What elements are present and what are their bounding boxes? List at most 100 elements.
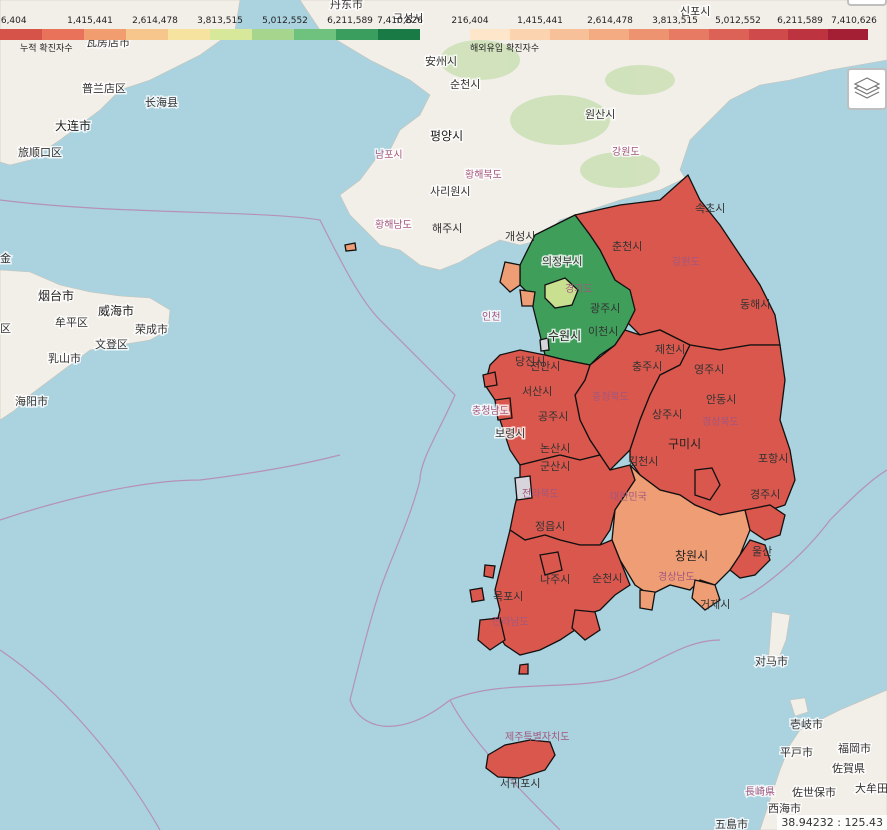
- map-label: 长海县: [145, 95, 178, 109]
- legend-tick: 216,404: [451, 16, 489, 26]
- map-label: 개성시: [505, 230, 535, 243]
- region-gray[interactable]: [514, 475, 533, 501]
- map-label: 安州시: [425, 54, 457, 68]
- map-label: 普兰店区: [82, 81, 126, 95]
- map-label: 이천시: [588, 324, 618, 338]
- legend-tick: 3,813,515: [652, 16, 698, 26]
- map-label: 거제시: [700, 598, 730, 611]
- map-label: 海阳市: [15, 394, 48, 408]
- legend-swatch: [470, 29, 510, 40]
- legend-swatch: [378, 29, 420, 40]
- map-control-button[interactable]: [847, 0, 887, 6]
- region-islands-sw4[interactable]: [518, 663, 529, 675]
- region-islands-sw1[interactable]: [477, 617, 506, 651]
- map-label: 해주시: [432, 221, 462, 235]
- legend-tick: 7,410,626: [377, 16, 423, 26]
- map-label: 五島市: [715, 817, 748, 830]
- map-label: 구성시: [393, 12, 423, 25]
- region-namhae[interactable]: [639, 589, 656, 611]
- region-islands-sw3[interactable]: [571, 609, 601, 641]
- map-label: 威海市: [98, 303, 134, 318]
- map-label: 烟台市: [38, 288, 74, 303]
- map-label: 평양시: [430, 129, 463, 143]
- map-label: 강원도: [672, 256, 700, 268]
- map-label: 수원시: [548, 329, 581, 343]
- map-label: 荣成市: [135, 322, 168, 336]
- forest-patches: [440, 40, 675, 188]
- legend-swatch: [509, 29, 550, 40]
- map-label: 충청남도: [472, 405, 509, 417]
- map-label: 전라북도: [522, 488, 559, 500]
- map-label: 춘천시: [612, 239, 642, 253]
- legend-swatch: [589, 29, 630, 40]
- region-busan[interactable]: [729, 539, 771, 579]
- legend-overseas: 216,404 1,415,441 2,614,478 3,813,515 5,…: [451, 16, 877, 54]
- legend-ticks: 216,404 1,415,441 2,614,478 3,813,515 5,…: [451, 16, 877, 28]
- map-label: 동해시: [740, 297, 770, 311]
- region-jeju[interactable]: [485, 739, 556, 779]
- map-label: 논산시: [540, 442, 570, 455]
- map-label: 大牟田市: [855, 781, 887, 795]
- region-seoul[interactable]: [544, 277, 579, 309]
- map-label: 경주시: [750, 488, 780, 501]
- map-label: 구미시: [668, 437, 701, 451]
- land-kyushu: [759, 689, 887, 830]
- map-label: 인천: [482, 311, 500, 323]
- map-label: 천안시: [530, 359, 560, 373]
- map-label: 의정부시: [542, 255, 582, 268]
- legend-tick: 6,211,589: [327, 16, 373, 26]
- region-islands-w2[interactable]: [494, 397, 513, 421]
- map-label: 제천시: [655, 342, 685, 356]
- map-label: 충주시: [632, 360, 662, 373]
- legend-caption: 누적 확진자수: [20, 44, 73, 54]
- region-gwangju[interactable]: [539, 551, 563, 576]
- region-geoje[interactable]: [691, 579, 721, 611]
- map-label: 경상북도: [702, 415, 739, 428]
- legend-tick: 1,415,441: [517, 16, 563, 26]
- region-incheon[interactable]: [499, 261, 521, 293]
- legend-tick: 5,012,552: [715, 16, 761, 26]
- map-label: 강원도: [612, 146, 640, 158]
- map-label: 황해남도: [375, 218, 412, 231]
- map-label: 남포시: [375, 149, 403, 161]
- legend-swatch: [549, 29, 590, 40]
- region-daegu[interactable]: [694, 467, 721, 501]
- map-label: 광주시: [590, 302, 620, 315]
- region-islands-w1[interactable]: [482, 371, 498, 388]
- region-ulsan[interactable]: [744, 504, 786, 541]
- coordinate-readout: 38.94232 : 125.43: [777, 815, 887, 830]
- legend-tick: 216,404: [0, 16, 27, 26]
- layers-control-button[interactable]: [847, 68, 887, 110]
- map-label: 서귀포시: [500, 777, 540, 790]
- legend-cumulative: 216,404 1,415,441 2,614,478 3,813,515 5,…: [0, 16, 423, 54]
- map-label: 안동시: [706, 393, 736, 406]
- map-label: 区: [0, 322, 11, 335]
- map-label: 对马市: [755, 654, 788, 668]
- map-label: 丹东市: [330, 0, 363, 11]
- legend-swatch: [668, 29, 709, 40]
- legend-swatch: [708, 29, 749, 40]
- legend-swatch: [168, 29, 210, 40]
- legend-tick: 1,415,441: [67, 16, 113, 26]
- region-incheon-2[interactable]: [519, 289, 536, 307]
- legend-tick: 3,813,515: [197, 16, 243, 26]
- map-label: 보령시: [495, 427, 525, 440]
- region-incheon-islands[interactable]: [344, 242, 357, 252]
- legend-tick: 7,410,626: [831, 16, 877, 26]
- map-label: 旅顺口区: [18, 145, 62, 159]
- map-label: 속초시: [695, 202, 725, 215]
- region-islands-sw5[interactable]: [483, 564, 496, 579]
- legend-swatch: [828, 29, 868, 40]
- legend-swatch: [252, 29, 294, 40]
- map-label: 平戸市: [780, 745, 813, 759]
- map-label: 壱岐市: [790, 717, 823, 731]
- legend-swatch: [0, 29, 42, 40]
- map-label: 제주특별자치도: [505, 731, 569, 743]
- region-gray-2[interactable]: [539, 337, 550, 352]
- map-label: 상주시: [652, 408, 682, 421]
- map-label: 당진시: [515, 355, 545, 368]
- region-islands-sw2[interactable]: [469, 587, 485, 603]
- map-label: 牟平区: [55, 315, 88, 329]
